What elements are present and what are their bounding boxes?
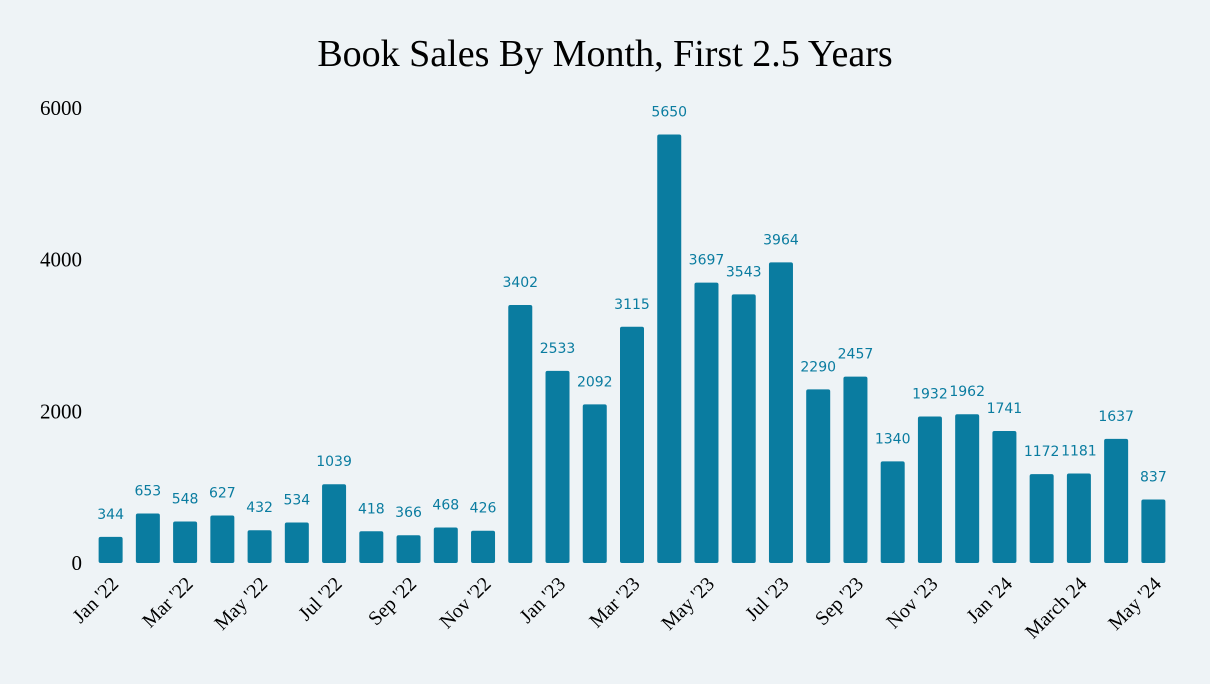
bar: [508, 305, 533, 563]
x-tick-label: Mar '23: [585, 573, 644, 632]
data-label: 1637: [1098, 409, 1134, 425]
y-tick-label: 0: [72, 551, 83, 575]
bar: [396, 535, 421, 563]
data-label: 426: [470, 501, 497, 517]
x-tick-label: Sep '22: [364, 573, 421, 630]
data-label: 3402: [502, 275, 538, 291]
data-label: 418: [358, 501, 385, 517]
bar: [545, 370, 570, 563]
data-label: 2457: [838, 347, 874, 363]
x-tick-label: Jan '23: [515, 573, 570, 628]
bar: [917, 416, 942, 563]
x-tick-label: Nov '23: [882, 573, 942, 633]
data-label: 2290: [800, 359, 836, 375]
bar: [1104, 438, 1129, 563]
bar: [1141, 499, 1166, 563]
data-label: 3543: [726, 264, 762, 280]
x-tick-label: Jan '22: [69, 573, 124, 628]
bar: [471, 530, 496, 563]
bar: [992, 430, 1017, 563]
bar: [433, 527, 458, 563]
data-label: 548: [172, 491, 199, 507]
chart-title: Book Sales By Month, First 2.5 Years: [317, 33, 892, 75]
bar: [210, 515, 235, 563]
bar: [955, 414, 980, 563]
bar: [1029, 474, 1054, 563]
data-label: 1932: [912, 386, 948, 402]
bar: [173, 521, 198, 563]
x-tick-label: Jul '22: [294, 573, 346, 625]
data-label: 1340: [875, 431, 911, 447]
bar: [284, 522, 309, 563]
x-tick-label: May '23: [657, 573, 719, 635]
data-label: 1741: [987, 401, 1023, 417]
x-axis: Jan '22 Mar '22 May '22 Jul '22 Sep '22 Nov '…: [69, 573, 1166, 643]
bar: [768, 262, 793, 563]
bar: [731, 294, 756, 563]
bar: [620, 326, 644, 563]
bar: [359, 531, 384, 563]
data-label: 1181: [1061, 443, 1097, 459]
y-tick-label: 2000: [40, 399, 82, 423]
data-label: 468: [432, 498, 459, 514]
data-label: 5650: [651, 105, 687, 121]
bar: [322, 484, 347, 563]
data-label: 534: [283, 493, 310, 509]
bar: [247, 530, 272, 563]
data-label: 3115: [614, 297, 650, 313]
x-tick-label: Jan '24: [962, 573, 1017, 628]
bar: [880, 461, 905, 563]
y-axis: 0 2000 4000 6000: [40, 96, 82, 575]
data-label: 2092: [577, 374, 613, 390]
data-label: 1039: [316, 454, 352, 470]
x-tick-label: May '22: [210, 573, 272, 635]
bar: [806, 389, 831, 563]
data-label: 1172: [1024, 444, 1060, 460]
data-label: 366: [395, 505, 422, 521]
data-label: 3697: [689, 253, 725, 269]
bar: [657, 134, 682, 563]
data-label: 837: [1140, 470, 1167, 486]
bar: [98, 536, 123, 563]
bar: [582, 404, 607, 563]
x-tick-label: March 24: [1021, 573, 1091, 643]
data-label: 627: [209, 485, 236, 501]
bar: [135, 513, 160, 563]
data-labels: 344 653 548 627 432 534 1039 418 366 468 426 3402 25…: [97, 105, 1166, 523]
y-tick-label: 4000: [40, 248, 82, 272]
data-label: 3964: [763, 232, 799, 248]
bars: [98, 134, 1166, 563]
bar: [843, 376, 868, 563]
x-tick-label: Sep '23: [811, 573, 868, 630]
x-tick-label: Mar '22: [138, 573, 197, 632]
bar: [694, 282, 719, 563]
data-label: 653: [134, 483, 161, 499]
data-label: 344: [97, 507, 124, 523]
data-label: 1962: [949, 384, 985, 400]
data-label: 2533: [540, 341, 576, 357]
x-tick-label: Jul '23: [741, 573, 793, 625]
x-tick-label: May '24: [1104, 573, 1166, 635]
bar: [1066, 473, 1091, 563]
y-tick-label: 6000: [40, 96, 82, 120]
x-tick-label: Nov '22: [435, 573, 495, 633]
data-label: 432: [246, 500, 273, 516]
